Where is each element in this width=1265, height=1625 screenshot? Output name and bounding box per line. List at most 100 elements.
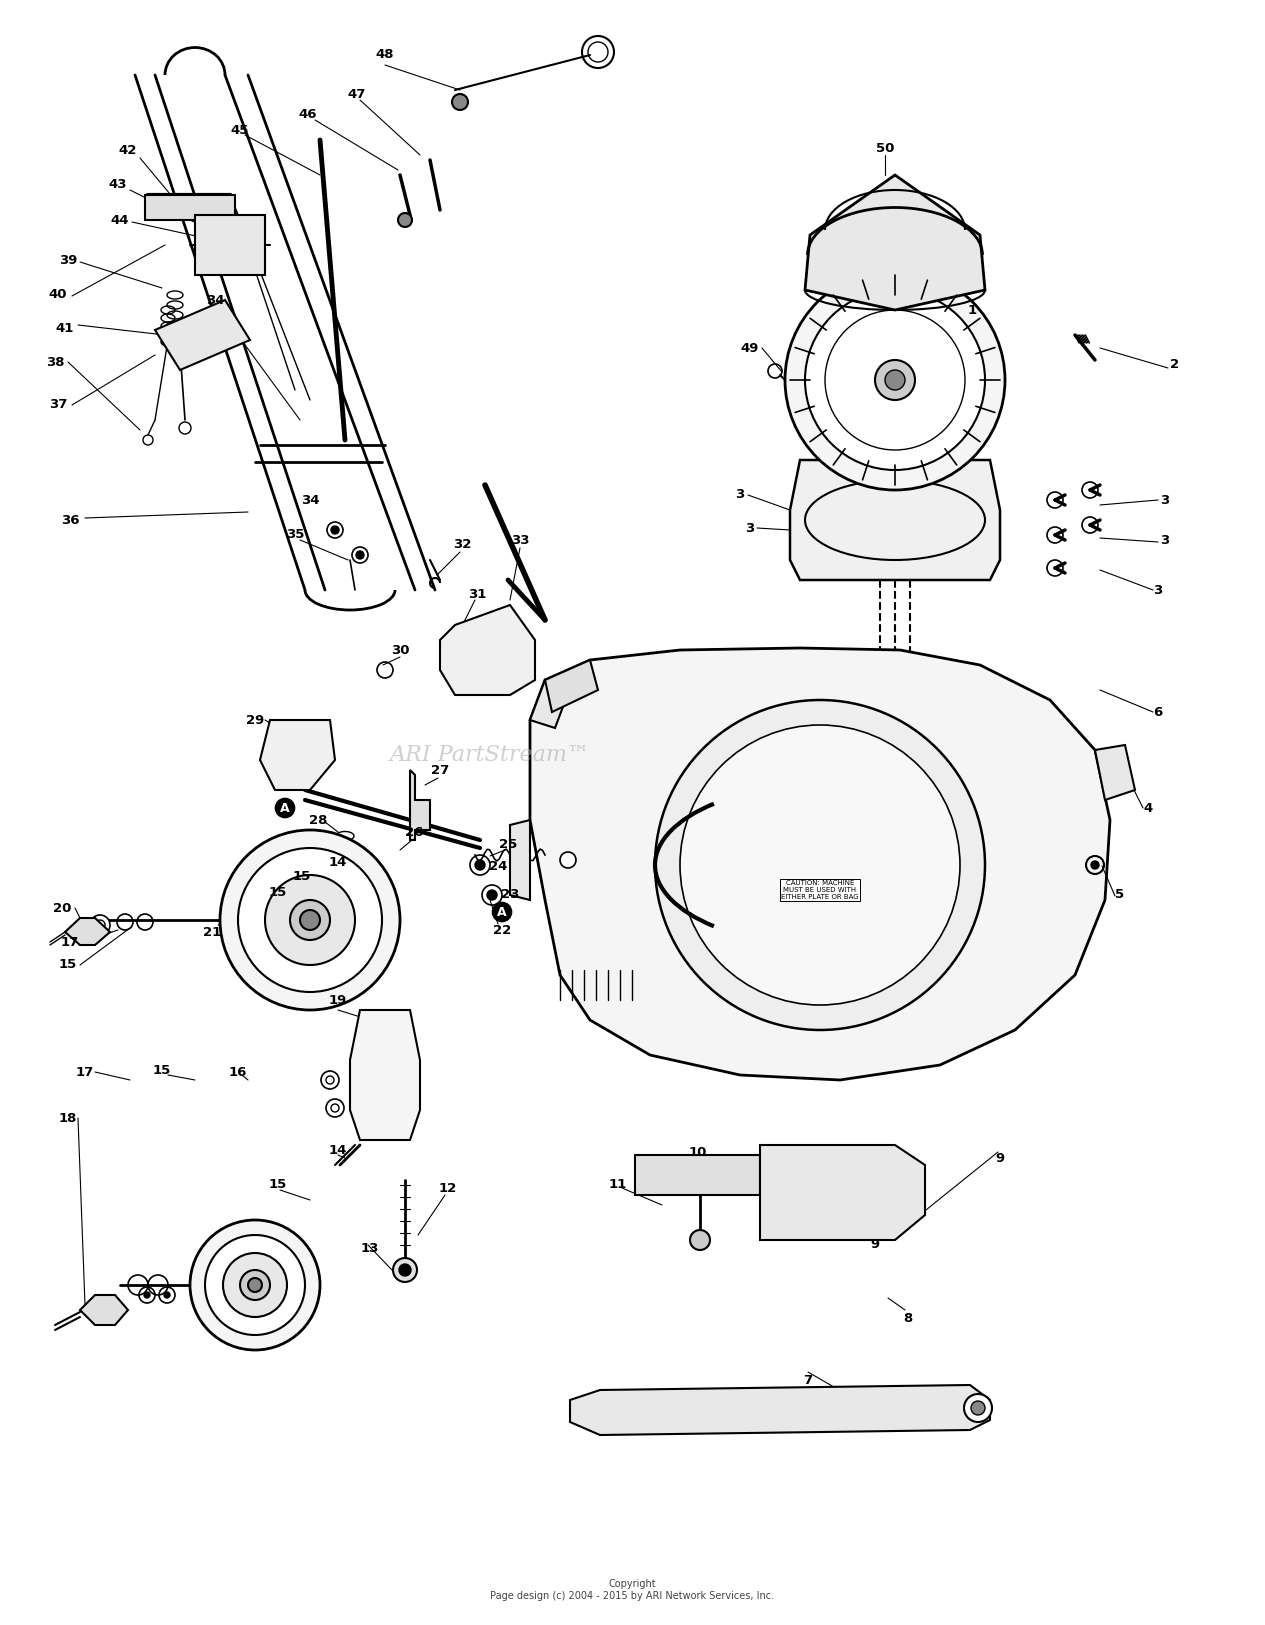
Text: 18: 18 (58, 1112, 77, 1124)
Text: 17: 17 (61, 936, 80, 949)
Circle shape (164, 1292, 170, 1298)
Circle shape (560, 852, 576, 868)
Circle shape (90, 915, 110, 934)
Circle shape (393, 1258, 417, 1282)
Text: 9: 9 (996, 1152, 1004, 1165)
Circle shape (326, 522, 343, 538)
Text: 19: 19 (329, 993, 347, 1006)
Polygon shape (635, 1155, 760, 1194)
Polygon shape (530, 679, 571, 728)
Text: Copyright
Page design (c) 2004 - 2015 by ARI Network Services, Inc.: Copyright Page design (c) 2004 - 2015 by… (490, 1580, 774, 1601)
Polygon shape (410, 770, 430, 840)
Text: 43: 43 (109, 179, 128, 192)
Text: 9: 9 (870, 1238, 879, 1251)
Text: 50: 50 (875, 141, 894, 154)
Text: 22: 22 (493, 923, 511, 936)
Circle shape (1109, 764, 1126, 780)
Text: 6: 6 (1154, 705, 1163, 718)
Text: 14: 14 (329, 855, 347, 868)
Text: 41: 41 (56, 322, 75, 335)
Circle shape (205, 1235, 305, 1336)
Polygon shape (195, 214, 264, 275)
Circle shape (238, 848, 382, 991)
Text: A: A (280, 801, 290, 814)
Text: 49: 49 (741, 341, 759, 354)
Polygon shape (805, 176, 985, 310)
Circle shape (805, 289, 985, 470)
Text: 7: 7 (803, 1373, 812, 1386)
Text: 30: 30 (391, 644, 410, 656)
Text: 32: 32 (453, 538, 471, 551)
Polygon shape (545, 660, 598, 712)
Circle shape (290, 900, 330, 939)
Circle shape (366, 1055, 405, 1095)
Text: A: A (497, 905, 507, 918)
Circle shape (689, 1230, 710, 1250)
Polygon shape (530, 648, 1109, 1081)
Polygon shape (156, 301, 250, 370)
Text: 14: 14 (329, 1144, 347, 1157)
Text: 3: 3 (1154, 583, 1163, 596)
Circle shape (300, 910, 320, 930)
Text: 34: 34 (301, 494, 319, 507)
Text: 26: 26 (405, 826, 424, 838)
Text: 4: 4 (1144, 801, 1152, 814)
Text: 12: 12 (439, 1181, 457, 1194)
Polygon shape (440, 604, 535, 696)
Polygon shape (261, 720, 335, 790)
Text: ARI PartStream™: ARI PartStream™ (390, 744, 591, 765)
Polygon shape (1095, 744, 1135, 800)
Text: 15: 15 (269, 886, 287, 899)
Circle shape (655, 700, 985, 1030)
Polygon shape (571, 1384, 990, 1435)
Text: 36: 36 (61, 514, 80, 526)
Circle shape (1090, 861, 1099, 869)
Text: 37: 37 (49, 398, 67, 411)
Text: 35: 35 (286, 528, 304, 541)
Circle shape (452, 94, 468, 110)
Text: 1: 1 (968, 304, 977, 317)
Text: 27: 27 (431, 764, 449, 777)
Text: 8: 8 (903, 1311, 912, 1324)
Polygon shape (65, 918, 110, 946)
Circle shape (398, 1264, 411, 1276)
Polygon shape (760, 1146, 925, 1240)
Text: 46: 46 (299, 109, 318, 122)
Text: 2: 2 (1170, 359, 1179, 372)
Text: 42: 42 (119, 143, 137, 156)
Text: 3: 3 (1160, 494, 1170, 507)
Text: 20: 20 (53, 902, 71, 915)
Circle shape (886, 370, 904, 390)
Text: 40: 40 (49, 289, 67, 302)
Circle shape (264, 874, 355, 965)
Text: 34: 34 (206, 294, 224, 307)
Circle shape (474, 860, 484, 869)
Circle shape (220, 830, 400, 1011)
Polygon shape (302, 852, 342, 892)
Text: 45: 45 (230, 124, 249, 136)
Text: 28: 28 (309, 814, 328, 827)
Circle shape (144, 1292, 151, 1298)
Text: 48: 48 (376, 49, 395, 62)
Circle shape (786, 270, 1004, 491)
Text: 17: 17 (76, 1066, 94, 1079)
Circle shape (240, 1271, 269, 1300)
Text: CAUTION: MACHINE
MUST BE USED WITH
EITHER PLATE OR BAG: CAUTION: MACHINE MUST BE USED WITH EITHE… (782, 881, 859, 900)
Text: 15: 15 (293, 869, 311, 882)
Polygon shape (510, 821, 530, 900)
Polygon shape (791, 460, 1001, 580)
Text: 15: 15 (59, 959, 77, 972)
Polygon shape (80, 1295, 128, 1324)
Text: 39: 39 (58, 254, 77, 266)
Text: 15: 15 (269, 1178, 287, 1191)
Circle shape (283, 738, 312, 767)
Text: 21: 21 (202, 926, 221, 939)
Text: 29: 29 (245, 713, 264, 726)
Text: 10: 10 (689, 1146, 707, 1159)
Circle shape (875, 361, 915, 400)
Circle shape (355, 551, 364, 559)
Circle shape (964, 1394, 992, 1422)
Circle shape (331, 526, 339, 535)
Circle shape (487, 891, 497, 900)
Text: 24: 24 (488, 861, 507, 874)
